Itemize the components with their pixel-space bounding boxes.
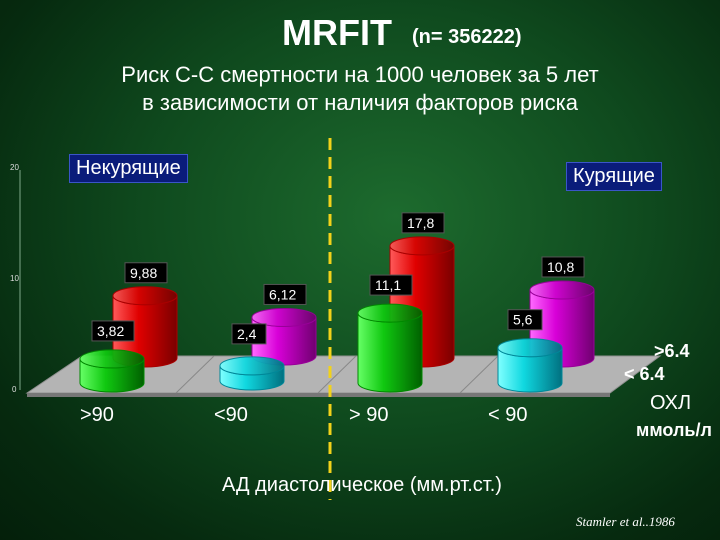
data-label-high-2-box [263,283,307,305]
floor-divider-2 [317,355,357,394]
subtitle-line-1: Риск С-С смертности на 1000 человек за 5… [121,62,599,87]
bar-high-4-top [529,280,595,300]
floor-divider-3 [459,355,499,394]
data-label-low-2-box [231,323,267,345]
category-label-2: <90 [214,404,248,426]
floor-edge [27,393,610,397]
data-label-low-1: 3,82 [97,323,124,339]
floor-divider-1 [175,355,215,394]
data-label-low-3-box [369,274,413,296]
bar-low-2-top [219,356,285,376]
subtitle-line-2: в зависимости от наличия факторов риска [142,90,578,115]
series-axis-unit: ммоль/л [636,420,712,440]
data-label-high-4: 10,8 [547,259,574,275]
data-label-high-2: 6,12 [269,286,296,302]
x-axis-label: АД диастолическое (мм.рт.ст.) [222,474,502,496]
group-label-smokers: Курящие [566,162,662,191]
group-label-nonsmokers: Некурящие [69,154,188,183]
sample-size: (n= 356222) [412,26,522,48]
data-label-high-3: 17,8 [407,215,434,231]
y-tick-0: 0 [12,385,17,394]
bar-high-3-top [389,236,455,256]
category-label-4: < 90 [488,404,528,426]
y-tick-10: 10 [10,274,19,283]
bar-low-3-body [357,312,423,393]
data-label-low-1-box [91,320,135,342]
bar-high-1-top [112,286,178,306]
series-axis-label: ОХЛ [650,392,692,414]
data-label-high-4-box [541,256,585,278]
source-credit: Stamler et al..1986 [576,514,675,529]
series-label-low-chol: < 6.4 [624,364,665,384]
y-tick-20: 20 [10,163,19,172]
bar-high-2-top [251,307,317,327]
data-label-low-4: 5,6 [513,312,533,328]
category-label-1: >90 [80,404,114,426]
bar-low-1-top [79,349,145,369]
data-label-low-2: 2,4 [237,326,257,342]
data-label-high-1: 9,88 [130,265,157,281]
data-label-low-4-box [507,309,543,331]
data-label-high-1-box [124,262,168,284]
data-label-high-3-box [401,212,445,234]
bar-low-4-top [497,338,563,358]
category-label-3: > 90 [349,404,389,426]
chart-title: MRFIT [282,12,392,53]
bar-low-3-top [357,303,423,323]
series-label-high-chol: >6.4 [654,341,690,361]
data-label-low-3: 11,1 [375,277,401,293]
